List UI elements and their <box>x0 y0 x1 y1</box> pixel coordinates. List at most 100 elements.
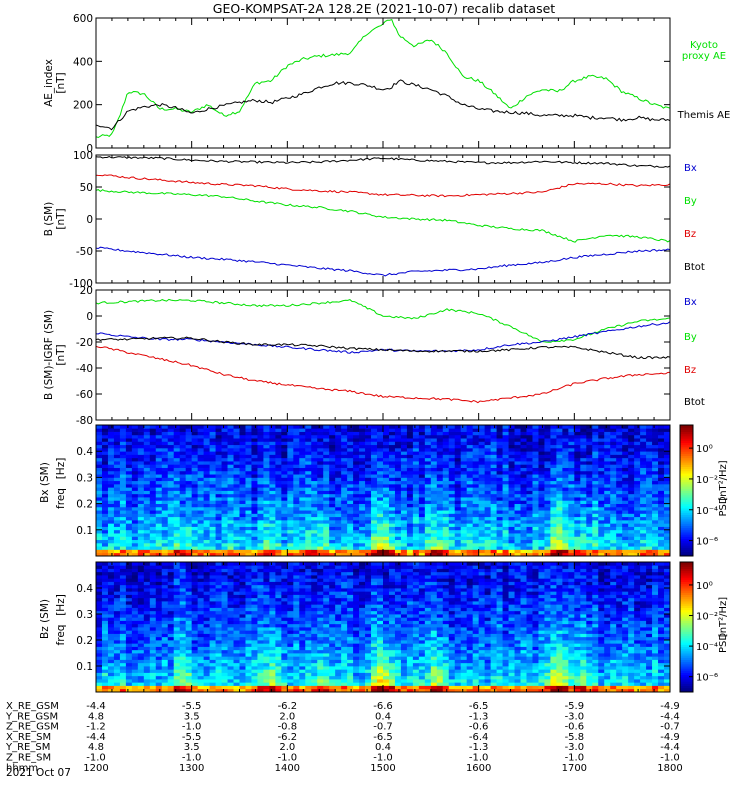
spectrogram-cell <box>101 688 109 693</box>
spectrogram-cell <box>616 519 623 524</box>
spectrogram-cell <box>227 552 234 557</box>
spectrogram-cell <box>347 490 354 495</box>
spectrogram-cell <box>203 546 211 550</box>
spectrogram-cell <box>335 552 342 557</box>
spectrogram-cell <box>125 513 133 518</box>
spectrogram-cell <box>155 536 163 541</box>
spectrogram-cell <box>466 487 474 491</box>
spectrogram-cell <box>137 434 145 439</box>
spectrogram-cell <box>251 474 258 478</box>
spectrogram-cell <box>155 672 163 677</box>
spectrogram-cell <box>113 428 121 432</box>
spectrogram-cell <box>167 461 175 465</box>
spectrogram-cell <box>107 454 115 459</box>
spectrogram-cell <box>167 617 175 621</box>
spectrogram-cell <box>544 428 551 432</box>
spectrogram-cell <box>466 441 474 446</box>
spectrogram-cell <box>161 533 169 537</box>
spectrogram-cell <box>544 470 551 475</box>
spectrogram-cell <box>394 542 402 547</box>
spectrogram-cell <box>233 464 240 468</box>
spectrogram-cell <box>406 513 414 518</box>
spectrogram-cell <box>664 500 671 504</box>
spectrogram-cell <box>359 552 366 557</box>
spectrogram-cell <box>215 529 222 534</box>
spectrogram-cell <box>239 549 246 554</box>
spectrogram-cell <box>173 434 181 439</box>
spectrogram-cell <box>191 526 199 531</box>
spectrogram-cell <box>155 474 163 478</box>
spectrogram-cell <box>400 506 408 511</box>
spectrogram-cell <box>155 441 163 446</box>
spectrogram-cell <box>335 506 342 511</box>
spectrogram-cell <box>394 441 402 446</box>
spectrogram-cell <box>532 529 539 534</box>
spectrogram-cell <box>305 526 312 531</box>
spectrogram-cell <box>173 461 181 465</box>
spectrogram-cell <box>287 434 294 439</box>
spectrogram-cell <box>353 438 360 442</box>
spectrogram-cell <box>149 640 157 644</box>
spectrogram-cell <box>233 461 240 465</box>
spectrogram-cell <box>167 575 175 579</box>
spectrogram-cell <box>263 480 270 485</box>
y-tick-label: 50 <box>80 182 93 194</box>
spectrogram-cell <box>245 447 252 452</box>
spectrogram-cell <box>586 454 593 459</box>
spectrogram-cell <box>472 533 480 537</box>
spectrogram-cell <box>526 434 533 439</box>
y-tick-label: 0.3 <box>76 472 93 484</box>
spectrogram-cell <box>239 431 246 436</box>
spectrogram-cell <box>490 493 498 498</box>
spectrogram-cell <box>347 526 354 531</box>
spectrogram-cell <box>305 503 312 508</box>
spectrogram-cell <box>263 467 270 472</box>
spectrogram-cell <box>155 428 163 432</box>
spectrogram-cell <box>622 526 629 531</box>
spectrogram-cell <box>526 510 533 514</box>
spectrogram-cell <box>502 539 509 544</box>
spectrogram-cell <box>616 425 623 429</box>
spectrogram-cell <box>125 562 133 566</box>
spectrogram-cell <box>96 513 103 518</box>
spectrogram-cell <box>269 447 276 452</box>
spectrogram-cell <box>664 487 671 491</box>
spectrogram-cell <box>412 470 420 475</box>
spectrogram-cell <box>161 477 169 482</box>
spectrogram-cell <box>167 640 175 644</box>
spectrogram-cell <box>341 519 348 524</box>
spectrogram-cell <box>113 607 121 612</box>
spectrogram-cell <box>424 497 432 501</box>
spectrogram-cell <box>460 513 468 518</box>
spectrogram-cell <box>221 467 228 472</box>
spectrogram-cell <box>149 441 157 446</box>
spectrogram-cell <box>203 428 211 432</box>
colorbar-cell <box>680 438 693 441</box>
spectrogram-cell <box>185 428 193 432</box>
spectrogram-cell <box>430 526 438 531</box>
spectrogram-cell <box>173 662 181 667</box>
spectrogram-cell <box>143 640 151 644</box>
spectrogram-cell <box>502 480 509 485</box>
spectrogram-cell <box>191 620 199 625</box>
spectrogram-cell <box>335 539 342 544</box>
spectrogram-cell <box>442 467 450 472</box>
spectrogram-cell <box>400 483 408 488</box>
spectrogram-cell <box>406 497 414 501</box>
spectrogram-cell <box>299 549 306 554</box>
spectrogram-cell <box>652 431 659 436</box>
spectrogram-cell <box>442 470 450 475</box>
spectrogram-cell <box>610 497 617 501</box>
spectrogram-cell <box>430 480 438 485</box>
spectrogram-cell <box>412 454 420 459</box>
spectrogram-cell <box>209 425 216 429</box>
spectrogram-cell <box>640 461 647 465</box>
spectrogram-cell <box>227 434 234 439</box>
spectrogram-cell <box>646 487 653 491</box>
spectrogram-cell <box>568 483 575 488</box>
spectrogram-cell <box>251 497 258 501</box>
spectrogram-cell <box>664 516 671 521</box>
spectrogram-cell <box>526 490 533 495</box>
spectrogram-cell <box>215 519 222 524</box>
spectrogram-cell <box>568 542 575 547</box>
